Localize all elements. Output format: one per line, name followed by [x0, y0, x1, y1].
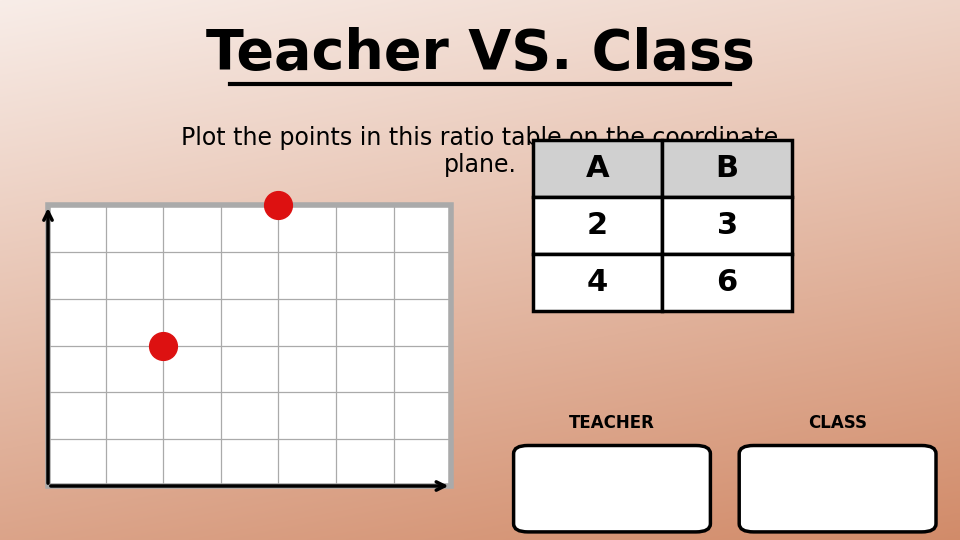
Bar: [662, 254, 792, 310]
Text: 3: 3: [716, 211, 738, 240]
Bar: [662, 197, 792, 254]
Text: 4: 4: [587, 268, 609, 296]
Text: Plot the points in this ratio table on the coordinate: Plot the points in this ratio table on t…: [181, 126, 779, 150]
Bar: [533, 140, 662, 197]
Text: 2: 2: [587, 211, 609, 240]
Text: CLASS: CLASS: [808, 414, 867, 432]
Bar: [662, 140, 792, 197]
Bar: [533, 197, 662, 254]
Text: plane.: plane.: [444, 153, 516, 177]
Text: TEACHER: TEACHER: [569, 414, 655, 432]
Text: B: B: [715, 154, 739, 183]
Text: 6: 6: [716, 268, 738, 296]
FancyBboxPatch shape: [514, 446, 710, 532]
Text: A: A: [586, 154, 610, 183]
FancyBboxPatch shape: [739, 446, 936, 532]
Bar: [533, 254, 662, 310]
Text: Teacher VS. Class: Teacher VS. Class: [205, 27, 755, 81]
